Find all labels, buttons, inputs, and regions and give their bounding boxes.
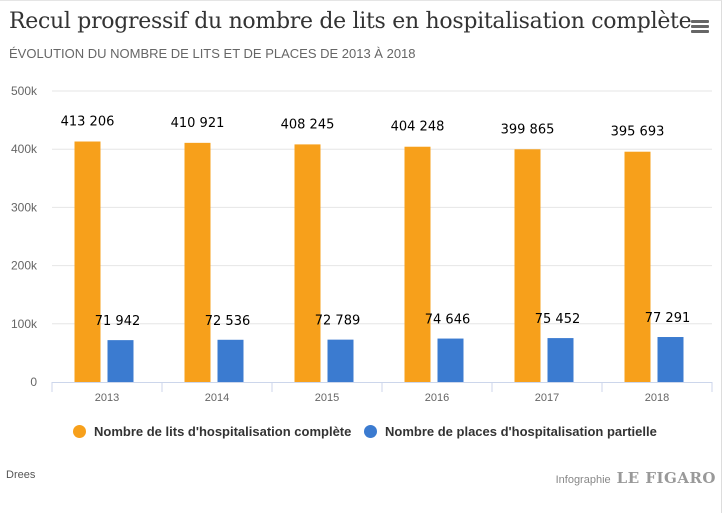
bar-complete [624, 151, 651, 382]
y-tick-label: 500k [11, 84, 38, 98]
chart-subtitle: ÉVOLUTION DU NOMBRE DE LITS ET DE PLACES… [9, 46, 416, 61]
x-tick-label: 2018 [645, 392, 669, 404]
data-label: 75 452 [535, 312, 581, 327]
data-label: 395 693 [611, 125, 665, 140]
bar-partial [107, 340, 134, 382]
data-label: 410 921 [171, 116, 225, 131]
legend-label: Nombre de lits d'hospitalisation complèt… [94, 424, 352, 439]
bar-complete [294, 144, 321, 382]
x-tick-label: 2014 [205, 392, 229, 404]
data-label: 72 536 [205, 314, 251, 329]
x-tick-label: 2015 [315, 392, 339, 404]
y-tick-label: 300k [11, 200, 38, 214]
brand-logo[interactable]: LE FIGARO [616, 469, 716, 487]
chart-title: Recul progressif du nombre de lits en ho… [9, 9, 692, 34]
data-label: 404 248 [391, 120, 445, 135]
y-tick-label: 200k [11, 259, 38, 273]
data-label: 74 646 [425, 313, 471, 328]
data-label: 413 206 [61, 115, 115, 130]
data-label: 71 942 [95, 314, 141, 329]
bar-complete [184, 142, 211, 382]
data-label: 408 245 [281, 117, 335, 132]
legend-label: Nombre de places d'hospitalisation parti… [385, 424, 657, 439]
bar-complete [514, 149, 541, 382]
bar-complete [404, 146, 431, 382]
bar-complete [74, 141, 101, 382]
data-label: 399 865 [501, 122, 555, 137]
bar-partial [547, 338, 574, 382]
bar-chart: 0 100k 200k 300k 400k 500k 2013 2014 2015 2016 201… [11, 84, 713, 404]
credit: Infographie LE FIGARO [556, 469, 716, 487]
x-tick-label: 2013 [95, 392, 119, 404]
bar-partial [437, 338, 464, 382]
y-tick-label: 100k [11, 317, 38, 331]
y-tick-label: 0 [30, 375, 37, 389]
legend-marker-orange [73, 425, 86, 438]
credit-label: Infographie [555, 474, 611, 486]
source-label: Drees [6, 469, 36, 481]
legend-marker-blue [364, 425, 377, 438]
x-tick-label: 2016 [425, 392, 449, 404]
bar-partial [657, 337, 684, 382]
data-label: 77 291 [645, 311, 691, 326]
legend-item-partial[interactable]: Nombre de places d'hospitalisation parti… [364, 424, 657, 439]
x-tick-label: 2017 [535, 392, 559, 404]
bar-partial [217, 339, 244, 382]
hamburger-menu-icon[interactable] [691, 20, 709, 34]
bar-partial [327, 339, 354, 382]
y-tick-label: 400k [11, 142, 38, 156]
legend-item-complete[interactable]: Nombre de lits d'hospitalisation complèt… [73, 424, 351, 439]
data-label: 72 789 [315, 314, 361, 329]
